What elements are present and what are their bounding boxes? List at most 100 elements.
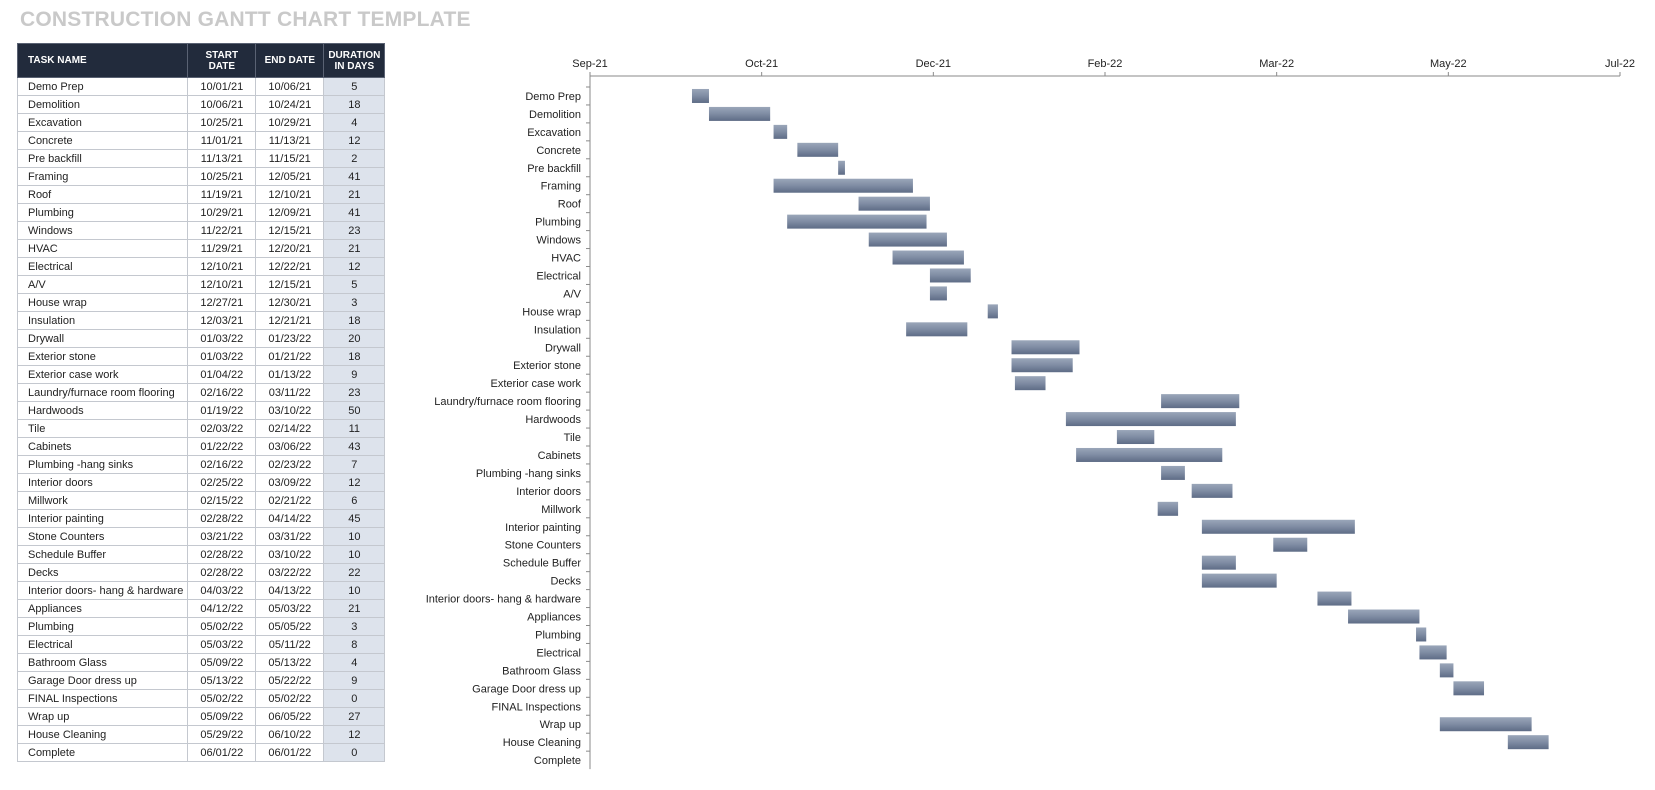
task-name-cell: Interior doors- hang & hardware <box>16 581 189 600</box>
x-tick-label: May-22 <box>1430 58 1467 70</box>
gantt-task-label: Demolition <box>529 109 581 121</box>
task-name-cell: House Cleaning <box>16 725 189 744</box>
gantt-bar <box>691 88 709 103</box>
gantt-bar <box>1416 627 1427 642</box>
task-name-cell: Demolition <box>16 95 189 114</box>
gantt-bars <box>691 88 1549 750</box>
gantt-bar <box>1191 483 1233 498</box>
table-row: Exterior stone 01/03/22 01/21/22 18 <box>16 347 386 366</box>
task-table: TASK NAME START DATE END DATE DURATION I… <box>16 43 386 762</box>
duration-cell: 12 <box>323 257 386 276</box>
gantt-task-label: Electrical <box>536 647 581 659</box>
gantt-task-label: Pre backfill <box>527 163 581 175</box>
start-date-cell: 10/06/21 <box>187 95 257 114</box>
gantt-task-label: Wrap up <box>540 719 581 731</box>
gantt-bar <box>797 142 839 157</box>
table-row: Plumbing 10/29/21 12/09/21 41 <box>16 203 386 222</box>
gantt-task-label: Laundry/furnace room flooring <box>434 396 581 408</box>
gantt-bar <box>1439 663 1454 678</box>
gantt-task-label: House wrap <box>522 306 581 318</box>
gantt-axis: Sep-21 Oct-21 Dec-21 Feb-22 Mar-22 May-22 Jul-… <box>572 58 1635 770</box>
duration-cell: 18 <box>323 95 386 114</box>
table-row: Electrical 05/03/22 05/11/22 8 <box>16 635 386 654</box>
gantt-task-label: Plumbing -hang sinks <box>476 468 582 480</box>
gantt-task-label: Excavation <box>527 127 581 139</box>
start-date-cell: 02/15/22 <box>187 491 257 510</box>
gantt-bar <box>1439 717 1532 732</box>
table-row: Interior doors 02/25/22 03/09/22 12 <box>16 473 386 492</box>
start-date-cell: 11/01/21 <box>187 131 257 150</box>
table-row: Cabinets 01/22/22 03/06/22 43 <box>16 437 386 456</box>
gantt-bar <box>1201 519 1355 534</box>
start-date-cell: 05/13/22 <box>187 671 257 690</box>
duration-cell: 6 <box>323 491 386 510</box>
start-date-cell: 05/03/22 <box>187 635 257 654</box>
duration-cell: 11 <box>323 419 386 438</box>
table-row: Interior doors- hang & hardware 04/03/22 0… <box>16 581 386 600</box>
task-name-cell: HVAC <box>16 239 189 258</box>
start-date-cell: 05/02/22 <box>187 689 257 708</box>
gantt-bar <box>929 286 947 301</box>
gantt-bar <box>773 178 913 193</box>
task-name-cell: Interior painting <box>16 509 189 528</box>
gantt-bar <box>1201 555 1236 570</box>
duration-cell: 2 <box>323 149 386 168</box>
gantt-task-label: Plumbing <box>535 629 581 641</box>
end-date-cell: 01/23/22 <box>255 329 325 348</box>
gantt-bar <box>906 322 968 337</box>
end-date-cell: 12/21/21 <box>255 311 325 330</box>
gantt-task-label: House Cleaning <box>503 737 581 749</box>
gantt-task-label: Concrete <box>536 145 581 157</box>
gantt-task-label: Electrical <box>536 270 581 282</box>
gantt-bar <box>858 196 930 211</box>
gantt-task-label: Hardwoods <box>525 414 581 426</box>
gantt-task-label: A/V <box>563 288 581 300</box>
gantt-task-label: Drywall <box>545 342 581 354</box>
table-row: House Cleaning 05/29/22 06/10/22 12 <box>16 725 386 744</box>
duration-cell: 21 <box>323 185 386 204</box>
duration-header-line-2: IN DAYS <box>334 60 375 72</box>
end-date-cell: 12/30/21 <box>255 293 325 312</box>
table-row: Laundry/furnace room flooring 02/16/22 03/… <box>16 383 386 402</box>
gantt-bar <box>1273 537 1308 552</box>
start-date-cell: 01/22/22 <box>187 437 257 456</box>
gantt-task-label: Complete <box>534 755 581 767</box>
gantt-bar <box>773 124 788 139</box>
duration-cell: 41 <box>323 203 386 222</box>
gantt-task-label: Cabinets <box>538 450 582 462</box>
duration-cell: 7 <box>323 455 386 474</box>
table-row: Windows 11/22/21 12/15/21 23 <box>16 221 386 240</box>
duration-cell: 20 <box>323 329 386 348</box>
gantt-bar <box>1419 645 1447 660</box>
gantt-bar <box>1157 501 1179 516</box>
start-date-cell: 10/25/21 <box>187 167 257 186</box>
duration-cell: 23 <box>323 383 386 402</box>
gantt-bar <box>1453 681 1485 696</box>
task-name-cell: Exterior stone <box>16 347 189 366</box>
table-row: Demo Prep 10/01/21 10/06/21 5 <box>16 77 386 96</box>
duration-cell: 50 <box>323 401 386 420</box>
table-row: Plumbing 05/02/22 05/05/22 3 <box>16 617 386 636</box>
table-row: Concrete 11/01/21 11/13/21 12 <box>16 131 386 150</box>
table-row: A/V 12/10/21 12/15/21 5 <box>16 275 386 294</box>
table-row: Drywall 01/03/22 01/23/22 20 <box>16 329 386 348</box>
table-row: Schedule Buffer 02/28/22 03/10/22 10 <box>16 545 386 564</box>
gantt-task-label: Interior doors- hang & hardware <box>426 594 581 606</box>
task-name-cell: Laundry/furnace room flooring <box>16 383 189 402</box>
duration-cell: 12 <box>323 725 386 744</box>
table-row: House wrap 12/27/21 12/30/21 3 <box>16 293 386 312</box>
gantt-bar <box>787 214 927 229</box>
gantt-task-label: Tile <box>564 432 581 444</box>
gantt-task-label: Decks <box>550 576 581 588</box>
x-tick-label: Sep-21 <box>572 58 607 70</box>
gantt-task-label: HVAC <box>551 253 581 265</box>
gantt-task-label: Schedule Buffer <box>503 558 581 570</box>
task-name-cell: Electrical <box>16 257 189 276</box>
start-date-cell: 04/03/22 <box>187 581 257 600</box>
duration-cell: 12 <box>323 131 386 150</box>
gantt-bar <box>1161 465 1185 480</box>
table-header-row: TASK NAME START DATE END DATE DURATION I… <box>16 43 386 78</box>
table-row: Excavation 10/25/21 10/29/21 4 <box>16 113 386 132</box>
gantt-bar <box>838 160 845 175</box>
